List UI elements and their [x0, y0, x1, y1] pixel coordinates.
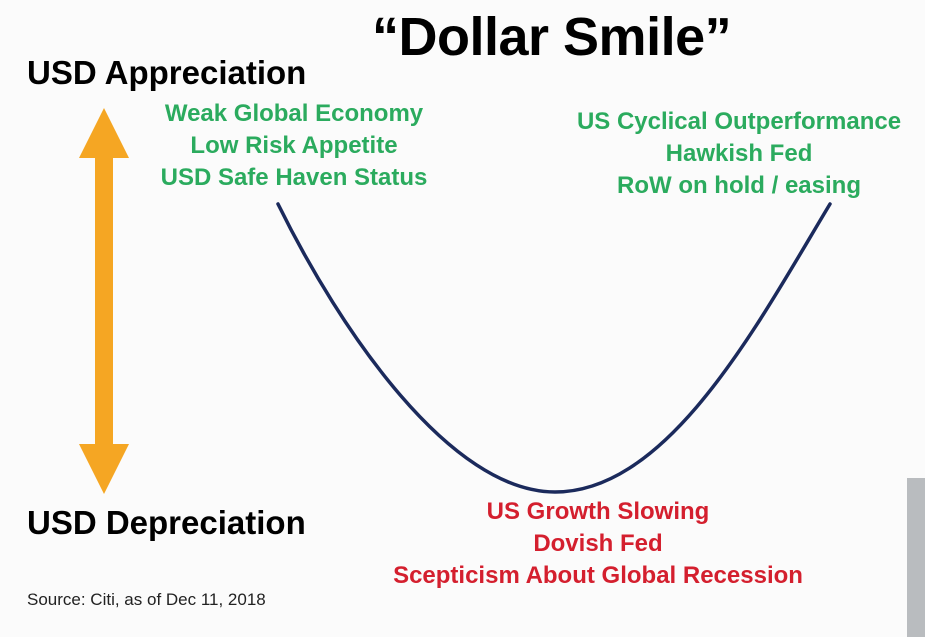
smile-curve — [276, 202, 832, 494]
usd-appreciation-label: USD Appreciation — [27, 54, 307, 91]
arrow-shaft — [95, 156, 113, 446]
arrow-head-up — [79, 108, 129, 158]
bottom-regime-line: Dovish Fed — [533, 530, 663, 557]
bottom-regime-line: US Growth Slowing — [486, 498, 710, 525]
bottom-regime-line: Scepticism About Global Recession — [393, 562, 803, 589]
edge-scrollbar — [907, 478, 925, 637]
left-regime-line: USD Safe Haven Status — [160, 164, 428, 191]
source-note: Source: Citi, as of Dec 11, 2018 — [27, 590, 266, 609]
double-arrow-icon — [79, 108, 129, 494]
arrow-head-down — [79, 444, 129, 494]
bottom-regime-text: US Growth Slowing Dovish Fed Scepticism … — [366, 496, 830, 592]
diagram-title: “Dollar Smile” — [372, 7, 732, 67]
right-regime-line: RoW on hold / easing — [617, 172, 861, 199]
left-regime-text: Weak Global Economy Low Risk Appetite US… — [140, 98, 448, 194]
right-regime-line: Hawkish Fed — [665, 140, 813, 167]
right-regime-line: US Cyclical Outperformance — [576, 108, 902, 135]
left-regime-line: Weak Global Economy — [164, 100, 424, 127]
right-regime-text: US Cyclical Outperformance Hawkish Fed R… — [556, 106, 922, 202]
usd-depreciation-label: USD Depreciation — [27, 504, 306, 541]
left-regime-line: Low Risk Appetite — [190, 132, 398, 159]
